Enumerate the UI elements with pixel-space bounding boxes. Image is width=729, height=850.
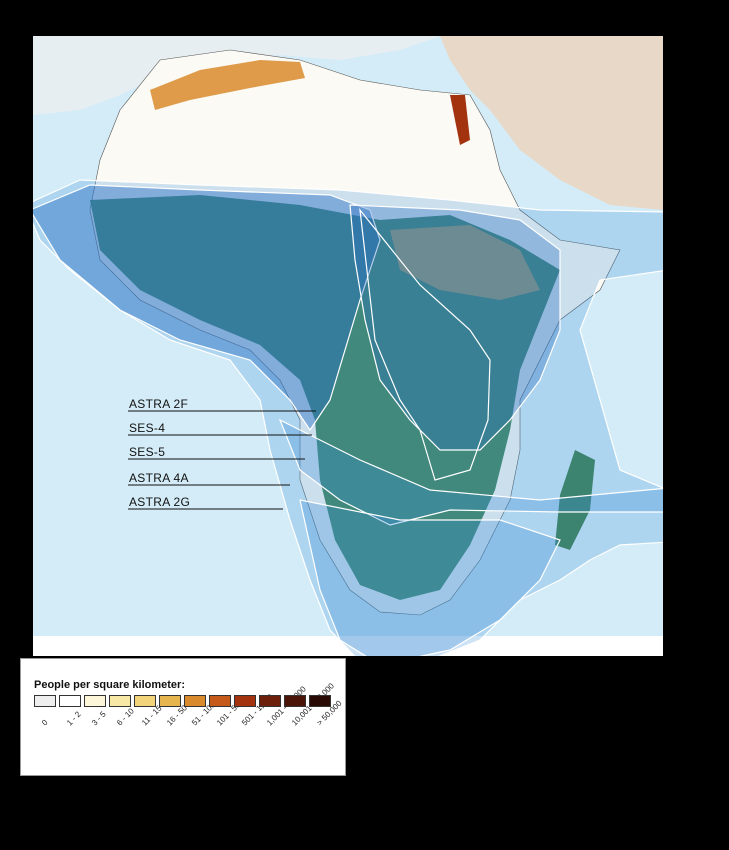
madagascar xyxy=(555,450,595,550)
legend-title: People per square kilometer: xyxy=(34,679,185,691)
legend-swatch xyxy=(209,695,231,707)
legend-class-label: 1 - 2 xyxy=(65,709,83,728)
beam-outer-coverage xyxy=(33,179,663,656)
beam-ses-5 xyxy=(349,204,561,451)
beam-astra-4a xyxy=(278,418,663,526)
legend-swatch xyxy=(184,695,206,707)
europe-land xyxy=(33,36,440,115)
legend-swatch xyxy=(59,695,81,707)
maghreb-population xyxy=(150,60,305,110)
legend-swatch xyxy=(34,695,56,707)
legend-class-label: 0 xyxy=(40,717,50,728)
legend-swatch xyxy=(134,695,156,707)
map-bottom-strip xyxy=(33,636,663,656)
beam-astra-2f xyxy=(33,184,381,432)
label-astra-2f: ASTRA 2F xyxy=(129,397,189,411)
east-africa-highlands xyxy=(390,225,540,300)
label-ses-5: SES-5 xyxy=(129,445,166,459)
legend-swatch xyxy=(284,695,306,707)
middle-east-land xyxy=(440,36,663,210)
population-density-legend: People per square kilometer: 0 1 - 2 3 - 5… xyxy=(20,658,346,776)
legend-swatch xyxy=(309,695,331,707)
legend-swatch xyxy=(109,695,131,707)
label-ses-4: SES-4 xyxy=(129,421,166,435)
beam-ses-4 xyxy=(359,207,491,481)
label-astra-4a: ASTRA 4A xyxy=(129,471,189,485)
legend-swatch xyxy=(84,695,106,707)
legend-swatch xyxy=(159,695,181,707)
legend-class-label: 3 - 5 xyxy=(90,709,108,728)
legend-swatch xyxy=(234,695,256,707)
beam-astra-2g xyxy=(299,499,561,656)
nile-population xyxy=(450,95,470,145)
vegetation-zone xyxy=(90,195,560,600)
legend-swatch xyxy=(259,695,281,707)
legend-class-label: 6 - 10 xyxy=(115,706,136,728)
label-astra-2g: ASTRA 2G xyxy=(129,495,191,509)
legend-class-label: 11 - 15 xyxy=(140,703,164,728)
